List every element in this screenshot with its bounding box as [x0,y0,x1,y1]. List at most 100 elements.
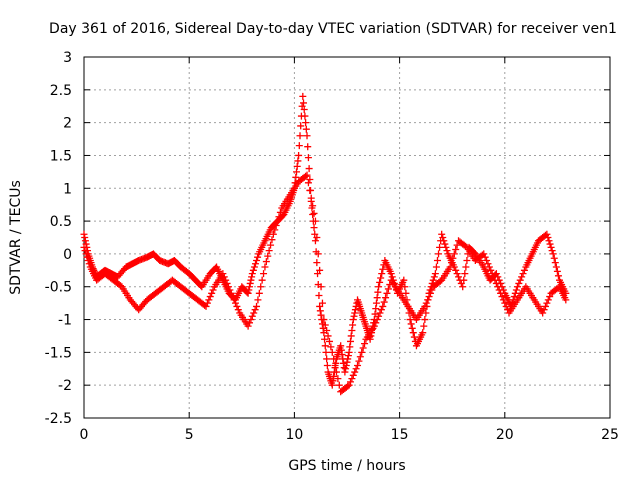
data-point [374,288,382,296]
data-point [420,322,428,330]
data-point [494,283,502,291]
data-point [304,179,312,187]
data-point [520,266,528,274]
data-point [450,250,458,258]
data-point [354,361,362,369]
data-point [407,320,415,328]
data-point [300,99,308,107]
data-point [301,112,309,120]
data-point [480,250,488,258]
data-point [335,381,343,389]
data-point [502,302,510,310]
data-point [446,263,454,271]
data-point [510,293,518,301]
data-point [234,306,242,314]
data-point [311,237,319,245]
chart-title: Day 361 of 2016, Sidereal Day-to-day VTE… [49,21,617,37]
data-point [267,241,275,249]
y-tick-label: 0 [63,247,72,263]
data-point [231,299,239,307]
data-point [264,252,272,260]
data-point [347,378,355,386]
y-tick-label: 1 [63,181,72,197]
data-point [351,368,359,376]
data-point [518,273,526,281]
data-point [342,361,350,369]
y-tick-label: -0.5 [45,280,72,296]
data-point [455,273,463,281]
data-point [247,276,255,284]
data-point [373,294,381,302]
data-point [344,352,352,360]
data-point [550,254,558,262]
data-point [345,348,353,356]
y-tick-label: 1.5 [50,148,72,164]
series-ven1 [80,92,570,389]
data-point [222,276,230,284]
data-point [544,234,552,241]
data-point [324,332,332,340]
data-point [310,209,318,217]
data-point [317,311,325,319]
data-point [255,289,263,297]
data-point [562,296,570,304]
data-point [295,151,303,159]
x-tick-label: 20 [496,427,514,443]
data-point [253,256,261,264]
data-point [351,309,359,317]
data-point [406,316,414,324]
data-point [330,355,338,363]
data-point [344,382,352,390]
x-tick-label: 15 [391,427,409,443]
data-point [487,266,495,274]
data-point [549,250,557,258]
data-point [548,247,556,255]
data-point [546,240,554,248]
data-point [358,348,366,356]
data-point [513,283,521,291]
data-point [402,289,410,297]
data-point [485,263,493,271]
data-point [203,299,211,307]
y-tick-label: -2.5 [45,411,72,427]
data-point [512,286,520,294]
data-point [328,348,336,356]
x-tick-label: 5 [185,427,194,443]
data-point [361,340,369,348]
data-point [481,253,489,261]
data-point [303,132,311,140]
data-point [341,368,349,376]
data-point [442,243,450,251]
data-point [321,321,329,329]
data-point [422,299,430,307]
data-point [449,254,457,262]
data-point [302,119,310,127]
data-point [453,270,461,278]
data-point [274,217,282,225]
data-point [380,298,388,306]
data-point [316,307,324,315]
data-point [269,230,277,238]
data-point [488,270,496,278]
y-tick-label: -2 [58,378,72,394]
data-point [499,296,507,304]
data-point [294,157,302,165]
data-point [401,283,409,291]
data-point [430,273,438,281]
data-point [452,246,460,254]
data-point [343,358,351,366]
data-point [342,365,350,373]
data-point [443,247,451,255]
data-point [463,256,471,264]
data-point [323,361,331,369]
data-point [382,294,390,302]
data-point [515,279,523,287]
data-point [431,270,439,278]
y-tick-label: 2.5 [50,83,72,99]
data-point [409,329,417,337]
data-point [245,286,253,294]
data-point [307,194,315,202]
data-point [371,310,379,318]
data-point [230,296,238,304]
data-point [250,309,258,317]
